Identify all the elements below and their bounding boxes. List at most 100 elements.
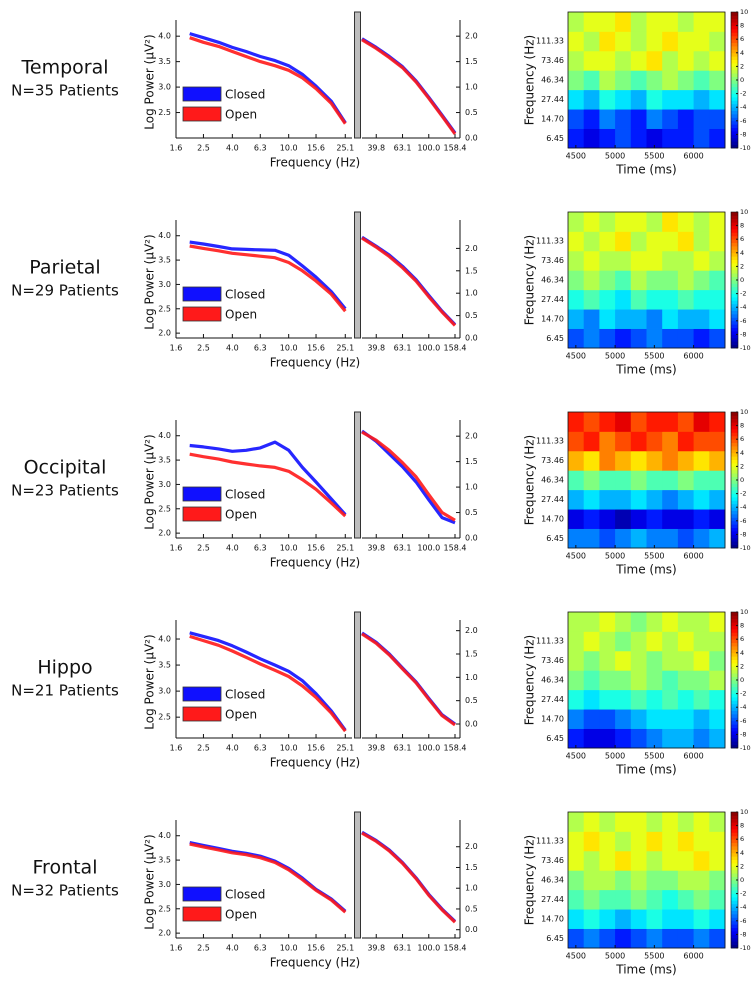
colorbar-slice [731, 276, 738, 281]
heatmap-cell [599, 12, 616, 32]
y-axis-label: Log Power (μV²) [143, 234, 157, 329]
heatmap-cell [630, 470, 647, 491]
y-tick-label: 2.5 [158, 108, 171, 117]
heatmap-cell [599, 270, 616, 291]
x-tick-label: 25.1 [336, 544, 354, 553]
legend-swatch [182, 106, 222, 122]
x-tick-label: 5000 [605, 152, 625, 161]
colorbar-slice [731, 69, 738, 74]
colorbar-slice [731, 835, 738, 840]
heatmap-cell [568, 928, 585, 949]
colorbar-tick-label: -8 [740, 330, 746, 338]
heatmap-cell [568, 489, 585, 510]
spectrum-line [189, 634, 347, 733]
legend-swatch [182, 286, 222, 302]
colorbar-slice [731, 876, 738, 881]
x-tick-label: 25.1 [336, 744, 354, 753]
colorbar-slice [731, 63, 738, 67]
heatmap-cell [630, 450, 647, 471]
heatmap-cell [568, 470, 585, 491]
colorbar-slice [731, 500, 738, 505]
colorbar-slice [731, 232, 738, 237]
colorbar-slice [731, 463, 738, 467]
heatmap-cell [662, 12, 679, 32]
heatmap-frame [567, 211, 726, 349]
colorbar-slice [731, 334, 738, 339]
x-axis-label: Frequency (Hz) [270, 756, 361, 770]
colorbar-slice [731, 863, 738, 867]
region-title: Temporal [21, 57, 109, 79]
colorbar-slice [731, 869, 738, 874]
colorbar-slice [731, 452, 738, 457]
heatmap-frame [567, 411, 726, 549]
heatmap-cell [599, 889, 616, 910]
x-tick-label: 4.0 [226, 344, 239, 353]
heatmap-cell [583, 109, 600, 129]
heatmap-cell [599, 109, 616, 129]
heatmap-cell [662, 250, 679, 271]
colorbar-slice [731, 893, 738, 898]
heatmap-cell [646, 670, 663, 691]
heatmap-cell [630, 431, 647, 452]
colorbar-slice [731, 673, 738, 677]
y-tick-label: 3.5 [158, 256, 171, 265]
colorbar-slice [731, 269, 738, 274]
heatmap-cell [646, 909, 663, 929]
heatmap-cell [677, 528, 694, 549]
colorbar-slice [731, 93, 738, 98]
y-tick-label: 3.0 [158, 880, 171, 889]
heatmap-cell [709, 728, 726, 749]
heatmap-cell [599, 928, 616, 949]
heatmap-cell [693, 850, 710, 871]
x-tick-label: 6000 [683, 752, 703, 761]
legend-swatch [182, 486, 222, 502]
heatmap-cell [646, 309, 663, 329]
legend-swatch [182, 306, 222, 322]
heatmap-cell [615, 450, 632, 471]
colorbar-slice [731, 229, 738, 233]
region-subtitle: N=35 Patients [11, 82, 119, 100]
heatmap-cell [630, 850, 647, 871]
y-tick-label: 14.70 [541, 114, 564, 123]
heatmap-cell [693, 528, 710, 549]
colorbar-slice [731, 117, 738, 122]
heatmap-cell [646, 650, 663, 671]
heatmap-cell [693, 728, 710, 749]
heatmap-cell [568, 431, 585, 452]
colorbar-slice [731, 107, 738, 111]
heatmap-cell [662, 450, 679, 471]
heatmap-cell [615, 89, 632, 110]
heatmap-cell [646, 431, 663, 452]
heatmap-cell [583, 12, 600, 32]
colorbar-slice [731, 944, 738, 949]
x-tick-label: 39.8 [367, 544, 385, 553]
colorbar-tick-label: 0 [740, 676, 744, 684]
heatmap-cell [583, 212, 600, 232]
heatmap-cell [568, 870, 585, 891]
colorbar-slice [731, 900, 738, 905]
heatmap-cell [677, 509, 694, 529]
y-tick-label: 14.70 [541, 914, 564, 923]
x-tick-label: 2.5 [197, 544, 210, 553]
x-tick-label: 6000 [683, 352, 703, 361]
colorbar-slice [731, 56, 738, 60]
heatmap-cell [693, 689, 710, 710]
y-axis-label: Log Power (μV²) [143, 634, 157, 729]
y-tick-label: 14.70 [541, 514, 564, 523]
colorbar-slice [731, 866, 738, 871]
heatmap-cell [709, 289, 726, 310]
heatmap-cell [677, 850, 694, 871]
x-tick-label: 1.6 [170, 344, 183, 353]
heatmap-cell [583, 50, 600, 71]
colorbar-slice [731, 917, 738, 922]
spectrum-line [189, 244, 347, 313]
x-axis-label: Frequency (Hz) [270, 356, 361, 370]
heatmap-cell [583, 328, 600, 349]
colorbar-slice [731, 103, 738, 108]
colorbar-slice [731, 707, 738, 711]
colorbar-slice [731, 615, 738, 620]
heatmap-cell [662, 928, 679, 949]
heatmap-cell [662, 270, 679, 291]
colorbar-tick-label: 6 [740, 235, 744, 243]
heatmap-cell [709, 212, 726, 232]
